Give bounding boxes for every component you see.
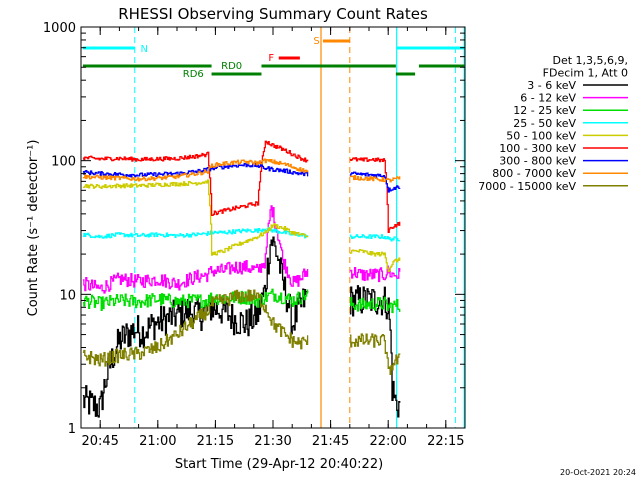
night-flag-label: N — [141, 44, 148, 55]
y-axis: 1 10 100 1000 — [43, 21, 465, 437]
series-line — [82, 288, 309, 312]
x-axis: 20:45 21:00 21:15 21:30 21:45 22:00 22:15 — [80, 27, 466, 449]
y-tick-label: 100 — [51, 155, 76, 170]
series-line — [349, 248, 401, 273]
x-tick-label: 21:30 — [254, 434, 291, 449]
guide-lines — [134, 27, 465, 428]
saa-flag-label: S — [313, 36, 319, 47]
series-line — [349, 265, 401, 283]
legend-header-line: Det 1,3,5,6,9, — [552, 54, 628, 67]
flag-bars: N RD0 RD6 F S — [82, 36, 465, 80]
flare-flag-label: F — [268, 53, 274, 64]
x-tick-label: 20:45 — [81, 434, 118, 449]
legend-entry-label: 800 - 7000 keV — [492, 167, 576, 180]
series-line — [349, 234, 401, 242]
series-line — [82, 140, 309, 217]
y-tick-label: 1000 — [43, 21, 76, 36]
legend-entry-label: 7000 - 15000 keV — [478, 180, 576, 193]
x-tick-label: 21:15 — [197, 434, 234, 449]
y-tick-label: 10 — [59, 288, 76, 303]
series-line — [349, 296, 401, 314]
series-line — [349, 171, 401, 193]
legend: Det 1,3,5,6,9,FDecim 1, Att 03 - 6 keV6 … — [478, 54, 628, 193]
series-line — [82, 158, 309, 182]
legend-entry-label: 6 - 12 keV — [520, 92, 576, 105]
x-axis-label: Start Time (29-Apr-12 20:40:22) — [175, 457, 383, 472]
legend-entry-label: 100 - 300 keV — [499, 142, 576, 155]
legend-entry-label: 3 - 6 keV — [527, 79, 576, 92]
legend-entry-label: 300 - 800 keV — [499, 155, 576, 168]
series-line — [349, 175, 401, 183]
series-line — [82, 205, 309, 294]
legend-header-line: FDecim 1, Att 0 — [543, 67, 628, 80]
rd0-flag-label: RD0 — [221, 61, 242, 72]
series-line — [82, 226, 309, 239]
x-tick-label: 21:00 — [139, 434, 176, 449]
rd6-flag-label: RD6 — [183, 69, 204, 80]
y-axis-label: Count Rate (s⁻¹ detector⁻¹) — [26, 140, 41, 317]
series-line — [349, 333, 401, 375]
timestamp: 20-Oct-2021 20:24 — [560, 468, 636, 477]
series-line — [82, 236, 309, 418]
y-tick-label: 1 — [68, 422, 76, 437]
x-tick-label: 21:45 — [312, 434, 349, 449]
series-line — [82, 179, 309, 256]
series-group — [82, 140, 401, 418]
series-line — [82, 289, 309, 367]
legend-entry-label: 12 - 25 keV — [513, 104, 576, 117]
legend-entry-label: 50 - 100 keV — [506, 129, 576, 142]
x-tick-label: 22:15 — [427, 434, 464, 449]
legend-entry-label: 25 - 50 keV — [513, 117, 576, 130]
series-line — [349, 157, 401, 234]
series-line — [82, 162, 309, 178]
x-tick-label: 22:00 — [369, 434, 406, 449]
chart-title: RHESSI Observing Summary Count Rates — [118, 5, 428, 23]
